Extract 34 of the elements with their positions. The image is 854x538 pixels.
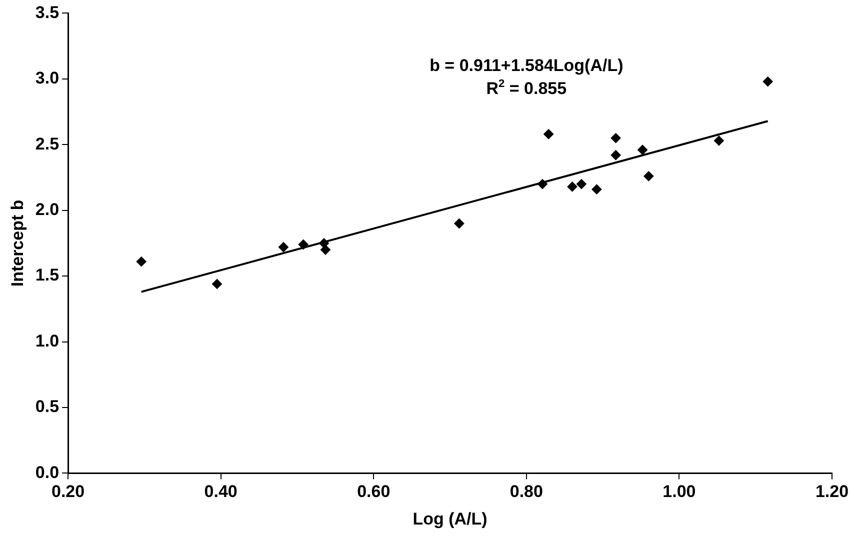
y-tick-label: 2.0 bbox=[35, 200, 60, 220]
y-tick-label: 0.0 bbox=[35, 462, 60, 482]
y-tick-label: 3.5 bbox=[35, 2, 60, 22]
point bbox=[576, 179, 586, 190]
point bbox=[610, 150, 621, 160]
x-tick-label: 1.00 bbox=[662, 482, 696, 502]
point bbox=[544, 129, 554, 140]
point bbox=[278, 242, 288, 252]
x-tick-label: 1.20 bbox=[815, 482, 849, 502]
point bbox=[610, 133, 621, 144]
point bbox=[136, 256, 146, 267]
point bbox=[567, 182, 578, 192]
point bbox=[714, 136, 724, 146]
point bbox=[537, 179, 548, 190]
point bbox=[298, 240, 308, 250]
x-tick-label: 0.80 bbox=[510, 482, 543, 502]
x-tick-label: 0.60 bbox=[357, 482, 390, 502]
x-tick-label: 0.40 bbox=[204, 482, 238, 502]
point bbox=[762, 76, 773, 87]
point bbox=[644, 171, 654, 182]
x-tick-label: 0.20 bbox=[51, 482, 85, 502]
point bbox=[638, 144, 648, 155]
y-tick-label: 1.0 bbox=[35, 331, 60, 350]
x-axis-title: Log (A/L) bbox=[412, 509, 488, 528]
annotation: b = 0.911+1.584Log(A/L) bbox=[430, 56, 624, 76]
y-tick-label: 3.0 bbox=[35, 68, 60, 88]
y-axis-title: Intercept b bbox=[8, 200, 27, 287]
point bbox=[454, 218, 464, 228]
y-tick-label: 2.5 bbox=[35, 134, 60, 154]
point bbox=[212, 278, 222, 289]
y-tick-label: 0.5 bbox=[35, 397, 60, 416]
point bbox=[592, 184, 602, 194]
point bbox=[320, 244, 330, 255]
y-tick-label: 1.5 bbox=[35, 266, 60, 285]
